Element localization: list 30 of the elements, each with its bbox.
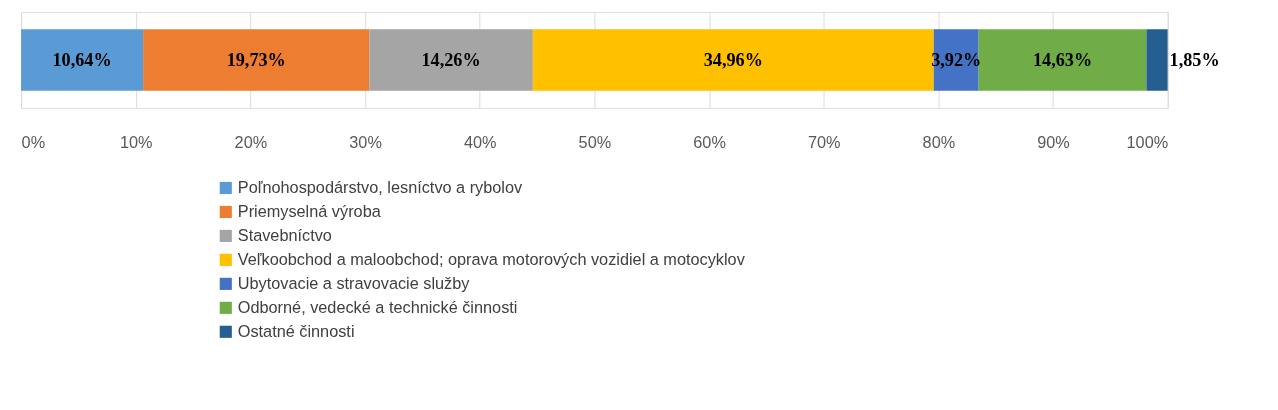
data-label: 19,73% xyxy=(226,49,286,70)
x-tick-label: 100% xyxy=(1126,132,1169,151)
x-tick-label: 90% xyxy=(1037,132,1070,151)
legend-label: Veľkoobchod a maloobchod; oprava motorových vozidiel a motocyklov xyxy=(237,249,746,268)
data-label: 34,96% xyxy=(703,49,763,70)
x-tick-label: 30% xyxy=(349,132,382,151)
bar xyxy=(532,29,934,91)
x-tick-label: 70% xyxy=(807,132,841,151)
bar xyxy=(1146,29,1168,91)
legend-label: Ubytovacie a stravovacie služby xyxy=(237,273,471,292)
data-label: 1,85% xyxy=(1169,49,1220,70)
x-tick-label: 10% xyxy=(119,132,153,151)
legend-label: Odborné, vedecké a technické činnosti xyxy=(237,297,518,316)
bar xyxy=(143,29,370,91)
bar xyxy=(978,29,1147,91)
x-tick-label: 20% xyxy=(234,132,268,151)
data-label: 14,26% xyxy=(421,49,481,70)
legend-label: Poľnohospodárstvo, lesníctvo a rybolov xyxy=(237,177,524,196)
data-label: 10,64% xyxy=(52,49,112,70)
legend-label: Stavebníctvo xyxy=(237,225,332,244)
x-tick-label: 60% xyxy=(693,132,726,151)
bar xyxy=(21,29,144,91)
x-tick-label: 0% xyxy=(21,132,46,151)
legend-label: Priemyselná výroba xyxy=(237,201,382,220)
x-tick-label: 80% xyxy=(922,132,956,151)
bar xyxy=(369,29,533,91)
x-tick-label: 40% xyxy=(463,132,497,151)
x-tick-label: 50% xyxy=(578,132,612,151)
data-label: 14,63% xyxy=(1032,49,1093,70)
legend-label: Ostatné činnosti xyxy=(237,321,355,340)
